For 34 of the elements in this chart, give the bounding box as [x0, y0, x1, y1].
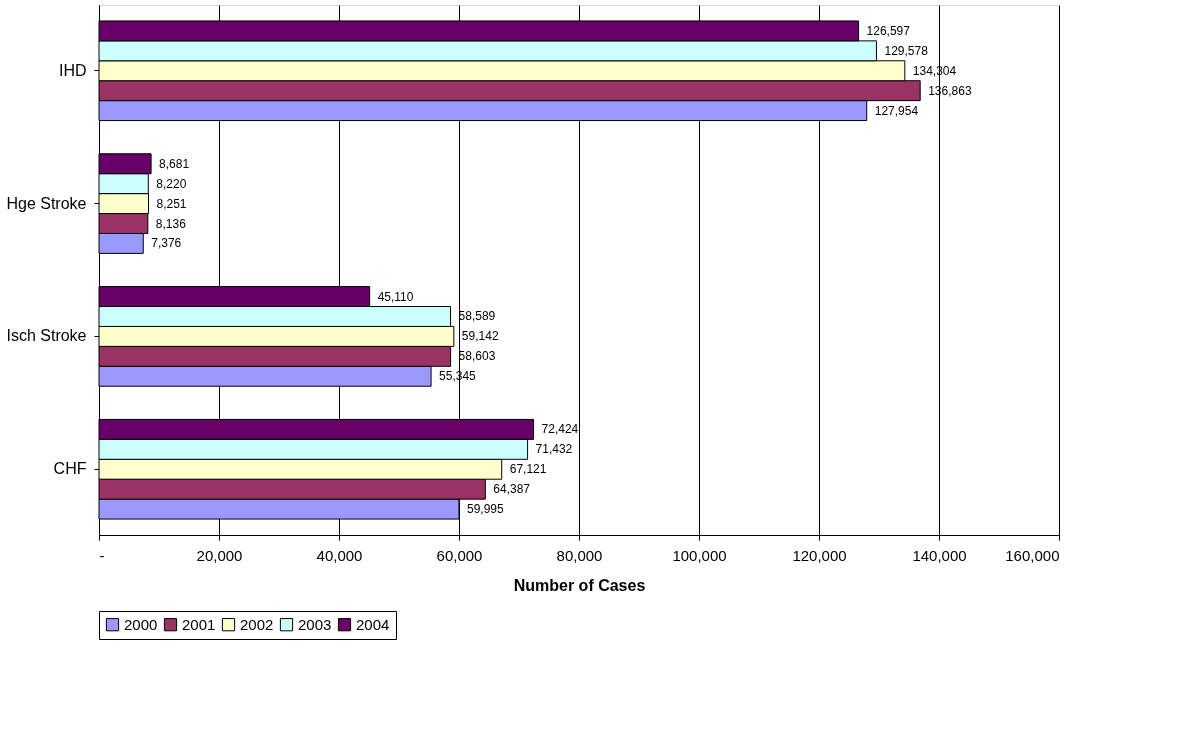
x-axis-title: Number of Cases: [513, 576, 646, 594]
data-label: 59,142: [461, 329, 499, 344]
y-tick-label: IHD: [58, 61, 87, 79]
data-label: 127,954: [874, 103, 919, 118]
x-tick-label: 60,000: [436, 546, 483, 564]
data-label: 126,597: [866, 23, 911, 38]
data-label: 59,995: [466, 502, 504, 517]
x-tick-label: 160,000: [1005, 546, 1060, 564]
x-tick-label: 80,000: [556, 546, 603, 564]
x-tick-label: 120,000: [792, 546, 847, 564]
x-tick-label: -: [99, 546, 105, 564]
y-tick-label: Hge Stroke: [6, 194, 87, 212]
x-tick-label: 140,000: [912, 546, 967, 564]
data-label: 8,251: [156, 196, 187, 211]
legend-label: 2002: [240, 615, 274, 633]
data-label: 67,121: [509, 462, 547, 477]
x-tick-label: 100,000: [672, 546, 727, 564]
data-label: 64,387: [493, 482, 531, 497]
data-label: 8,220: [156, 176, 187, 191]
legend-label: 2001: [182, 615, 216, 633]
data-label: 71,432: [535, 442, 573, 457]
x-tick-label: 20,000: [196, 546, 243, 564]
legend-label: 2004: [356, 615, 390, 633]
legend-label: 2000: [124, 615, 158, 633]
y-tick-label: Isch Stroke: [6, 327, 87, 345]
data-label: 129,578: [884, 43, 929, 58]
data-label: 72,424: [541, 422, 579, 437]
data-label: 7,376: [151, 236, 182, 251]
x-tick-label: 40,000: [316, 546, 363, 564]
data-label: 8,136: [155, 216, 187, 231]
data-label: 45,110: [377, 289, 414, 304]
legend-label: 2003: [298, 615, 332, 633]
data-label: 8,681: [159, 156, 190, 171]
y-tick-label: CHF: [53, 460, 87, 478]
